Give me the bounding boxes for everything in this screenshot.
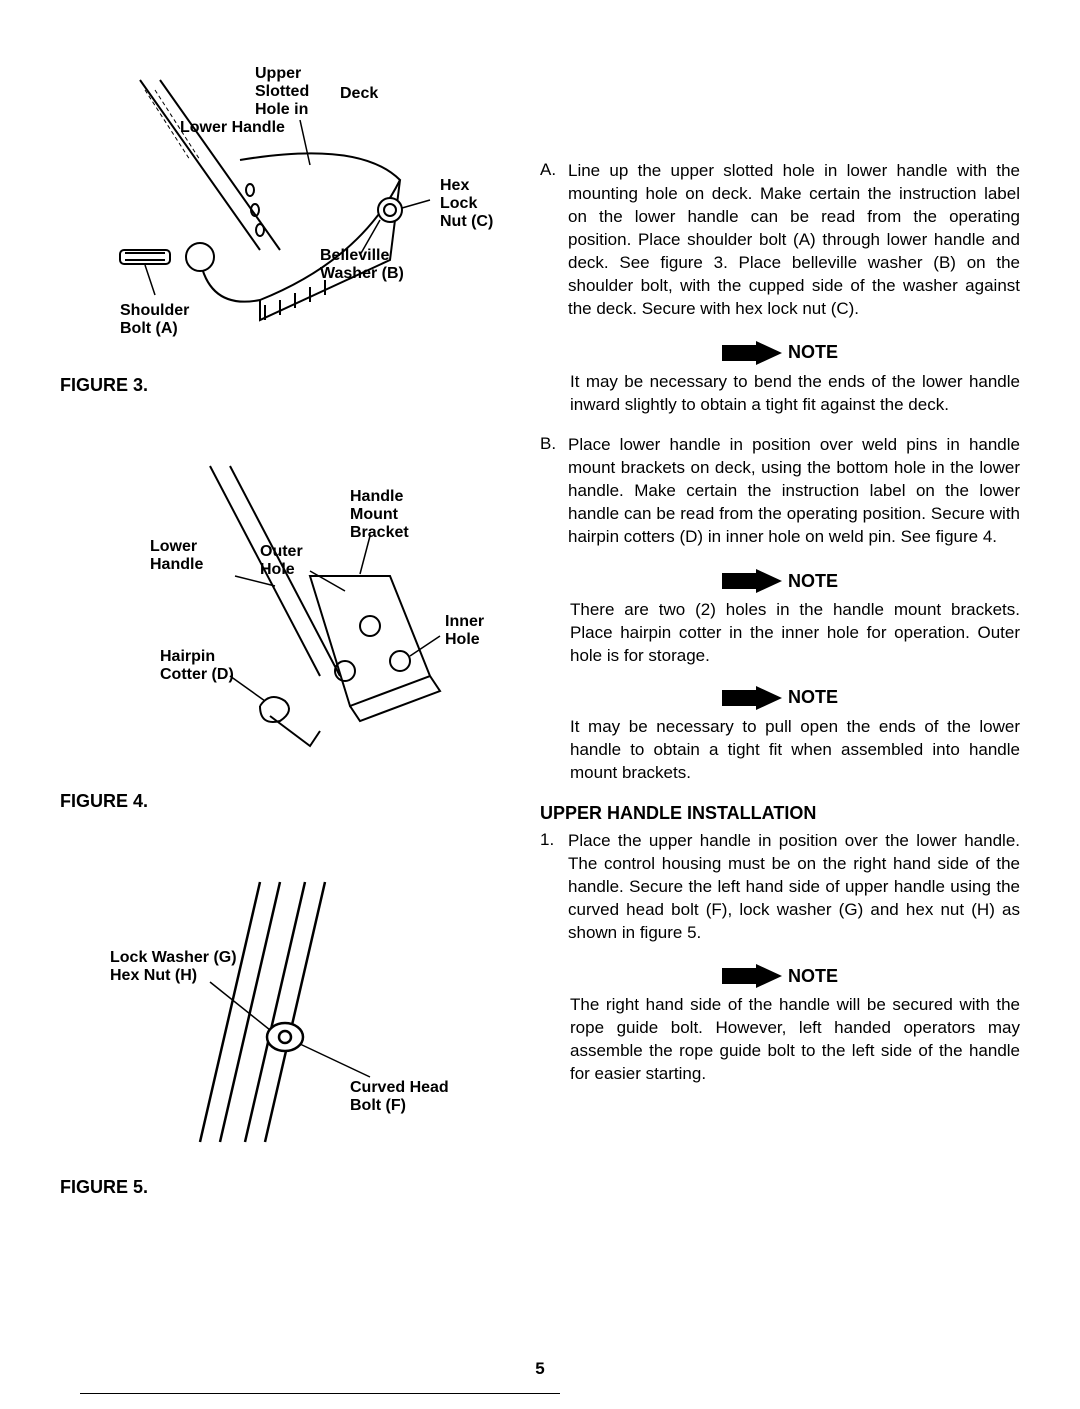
note-2-header: NOTE <box>540 569 1020 593</box>
note-3-text: It may be necessary to pull open the end… <box>570 716 1020 785</box>
note-1-text: It may be necessary to bend the ends of … <box>570 371 1020 417</box>
fig3-label-upper: Upper Slotted Hole in Lower Handle <box>180 65 314 136</box>
step-b-body: Place lower handle in position over weld… <box>568 435 1020 546</box>
note-1-header: NOTE <box>540 341 1020 365</box>
figures-column: Upper Slotted Hole in Lower Handle Deck … <box>60 60 500 1369</box>
figure-3-svg: Upper Slotted Hole in Lower Handle Deck … <box>60 60 500 360</box>
upper-handle-heading: UPPER HANDLE INSTALLATION <box>540 803 1020 824</box>
fig5-label-washer: Lock Washer (G) Hex Nut (H) <box>110 949 241 984</box>
footer-rule <box>80 1393 560 1394</box>
note-label: NOTE <box>788 687 838 708</box>
fig4-label-hairpin: Hairpin Cotter (D) <box>160 648 234 683</box>
arrow-icon <box>722 569 782 593</box>
note-4-header: NOTE <box>540 964 1020 988</box>
note-label: NOTE <box>788 342 838 363</box>
page-number: 5 <box>535 1359 544 1379</box>
step-1-text: Place the upper handle in position over … <box>568 830 1020 945</box>
fig3-label-hex: Hex Lock Nut (C) <box>440 177 493 230</box>
step-b-text: Place lower handle in position over weld… <box>568 434 1020 549</box>
fig3-label-shoulder: Shoulder Bolt (A) <box>120 302 194 337</box>
figure-5-caption: FIGURE 5. <box>60 1177 500 1198</box>
step-1-letter: 1. <box>540 830 560 957</box>
step-a-text: Line up the upper slotted hole in lower … <box>568 160 1020 321</box>
arrow-icon <box>722 686 782 710</box>
fig3-label-deck: Deck <box>340 85 378 102</box>
step-a: A. Line up the upper slotted hole in low… <box>540 160 1020 333</box>
step-a-body: Line up the upper slotted hole in lower … <box>568 161 1020 318</box>
fig4-label-mount: Handle Mount Bracket <box>350 488 409 541</box>
step-b: B. Place lower handle in position over w… <box>540 434 1020 561</box>
figure-4-svg: Handle Mount Bracket Lower Handle Outer … <box>60 446 500 776</box>
arrow-icon <box>722 341 782 365</box>
step-b-letter: B. <box>540 434 560 561</box>
note-label: NOTE <box>788 966 838 987</box>
note-2-text: There are two (2) holes in the handle mo… <box>570 599 1020 668</box>
figure-5-svg: Lock Washer (G) Hex Nut (H) Curved Head … <box>60 862 500 1162</box>
figure-4-caption: FIGURE 4. <box>60 791 500 812</box>
note-3-header: NOTE <box>540 686 1020 710</box>
figure-3-caption: FIGURE 3. <box>60 375 500 396</box>
figure-5: Lock Washer (G) Hex Nut (H) Curved Head … <box>60 862 500 1198</box>
note-4-text: The right hand side of the handle will b… <box>570 994 1020 1086</box>
fig5-label-bolt: Curved Head Bolt (F) <box>350 1079 453 1114</box>
fig3-label-belleville: Belleville Washer (B) <box>320 247 404 282</box>
figure-4: Handle Mount Bracket Lower Handle Outer … <box>60 446 500 812</box>
step-1: 1. Place the upper handle in position ov… <box>540 830 1020 957</box>
fig4-label-inner: Inner Hole <box>445 613 489 648</box>
fig4-label-outer: Outer Hole <box>260 543 307 578</box>
step-1-body: Place the upper handle in position over … <box>568 831 1020 942</box>
step-a-letter: A. <box>540 160 560 333</box>
figure-3: Upper Slotted Hole in Lower Handle Deck … <box>60 60 500 396</box>
instructions-column: A. Line up the upper slotted hole in low… <box>540 60 1020 1369</box>
fig4-label-lower: Lower Handle <box>150 538 203 573</box>
arrow-icon <box>722 964 782 988</box>
note-label: NOTE <box>788 571 838 592</box>
